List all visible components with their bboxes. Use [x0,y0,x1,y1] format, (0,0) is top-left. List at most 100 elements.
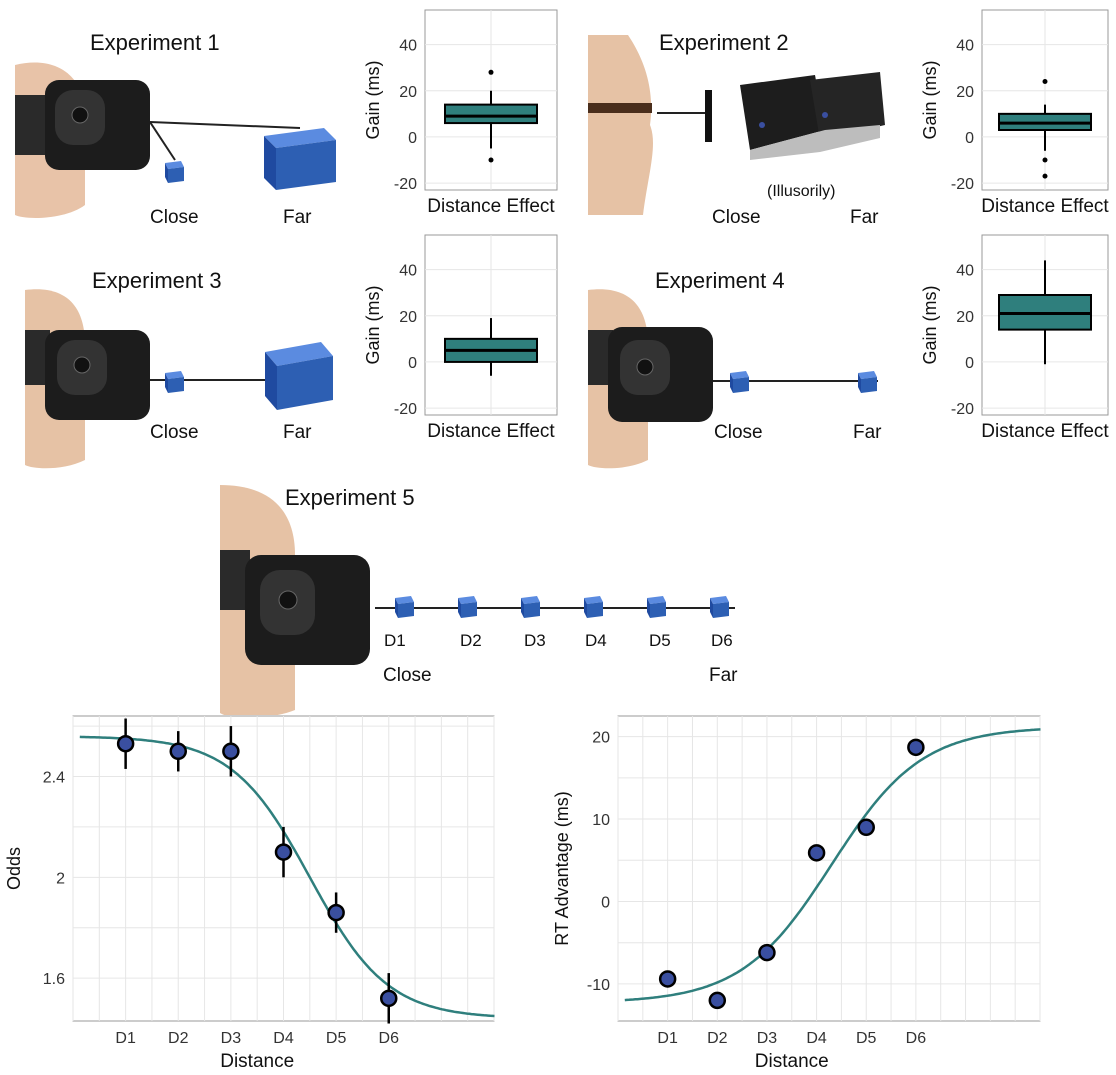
far-label: Far [850,207,879,228]
x-tick-label: D2 [707,1030,728,1047]
far-cube [858,371,877,393]
close-cube [165,161,184,183]
x-tick-label: D2 [168,1030,189,1047]
y-tick-label: 0 [601,894,610,911]
y-axis-label: Gain (ms) [920,285,940,364]
x-tick-label: D4 [273,1030,294,1047]
x-tick-label: D3 [221,1030,242,1047]
box-plot-experiment-1: -20 0 20 40 Distance Effect Gain (ms) [363,9,558,217]
experiment-5-panel: Experiment 5 D1 D2 D3 D4 D5 D6 Close Far [215,475,775,715]
cube-d5 [647,596,666,618]
cube-d1 [395,596,414,618]
data-point [708,991,727,1010]
data-point [169,742,187,761]
data-point [857,818,875,837]
y-tick-label: -20 [951,176,974,193]
x-tick-label: D6 [906,1030,927,1047]
x-axis-label: Distance Effect [427,421,555,442]
x-axis-label: Distance Effect [981,421,1109,442]
data-point [380,989,398,1008]
x-tick-label: D5 [856,1030,877,1047]
vr-headset-illustration [588,289,713,469]
box-plot-experiment-2: -20 0 20 40 Distance Effect Gain (ms) [920,9,1109,217]
close-label: Close [150,422,199,443]
y-tick-label: -10 [587,977,610,994]
y-tick-label: 0 [965,355,974,372]
y-tick-label: 20 [399,84,417,101]
y-tick-label: -20 [394,401,417,418]
cube-d4 [584,596,603,618]
y-tick-label: 1.6 [43,971,65,988]
experiment-4-title: Experiment 4 [655,268,785,293]
x-axis-label: Distance Effect [427,196,555,217]
experiment-2-title: Experiment 2 [659,30,789,55]
far-label: Far [283,422,312,443]
data-point [758,943,776,962]
outlier-point [488,157,494,163]
distance-label-d3: D3 [524,631,546,650]
experiment-5-title: Experiment 5 [285,485,415,510]
y-tick-label: 20 [399,309,417,326]
x-tick-label: D1 [115,1030,136,1047]
y-axis-label: Gain (ms) [363,285,383,364]
outlier-point [488,69,494,75]
y-tick-label: 40 [399,38,417,55]
data-point [807,844,826,862]
y-axis-label: Gain (ms) [363,60,383,139]
face-profile-illustration [588,35,653,215]
close-label: Close [150,207,199,228]
y-axis-label: Gain (ms) [920,60,940,139]
y-tick-label: 0 [408,130,417,147]
y-tick-label: -20 [394,176,417,193]
sight-line [657,90,712,142]
distance-label-d6: D6 [711,631,733,650]
cube-d3 [521,596,540,618]
sight-lines [150,121,301,161]
outlier-point [1042,157,1048,163]
x-tick-label: D6 [379,1030,400,1047]
odds-chart: 1.6 2 2.4 D1 D2 D3 D4 D5 D6 Distance Odds [4,715,495,1072]
x-tick-label: D1 [657,1030,678,1047]
y-tick-label: 2.4 [43,769,65,786]
distance-label-d1: D1 [384,631,406,650]
distance-label-d2: D2 [460,631,482,650]
data-point [907,738,925,757]
experiment-1-panel: Experiment 1 Close Far [0,0,360,235]
close-label: Close [712,207,761,228]
experiment-1-title: Experiment 1 [90,30,220,55]
x-axis-label: Distance [220,1051,294,1072]
y-tick-label: 20 [956,309,974,326]
close-cube [165,371,184,393]
cube-d2 [458,596,477,618]
vr-headset-illustration [15,62,150,218]
close-cube [730,371,749,393]
experiment-4-panel: Experiment 4 Close Far [585,235,905,470]
y-tick-label: 40 [956,38,974,55]
sight-line [375,607,735,609]
y-tick-label: 20 [956,84,974,101]
y-tick-label: 10 [592,812,610,829]
y-tick-label: 0 [965,130,974,147]
box-plot-experiment-4: -20 0 20 40 Distance Effect Gain (ms) [920,234,1109,442]
experiment-3-title: Experiment 3 [92,268,222,293]
outlier-point [1042,173,1048,179]
y-tick-label: 40 [956,263,974,280]
rt-advantage-chart: -10 0 10 20 D1 D2 D3 D4 D5 D6 Distance RT Advantage… [552,715,1041,1072]
stereoscope-illustration [740,72,885,160]
distance-label-d4: D4 [585,631,607,650]
far-label: Far [283,207,312,228]
illusorily-note: (Illusorily) [767,183,836,200]
close-label: Close [383,665,432,686]
vr-headset-illustration [220,485,370,715]
y-axis-label: Odds [4,847,24,890]
cube-d6 [710,596,729,618]
close-label: Close [714,422,763,443]
y-tick-label: 0 [408,355,417,372]
far-label: Far [853,422,882,443]
data-point [116,734,135,753]
y-tick-label: -20 [951,401,974,418]
x-tick-label: D4 [806,1030,827,1047]
data-point [658,970,677,988]
data-point [222,742,240,761]
y-axis-label: RT Advantage (ms) [552,791,572,945]
